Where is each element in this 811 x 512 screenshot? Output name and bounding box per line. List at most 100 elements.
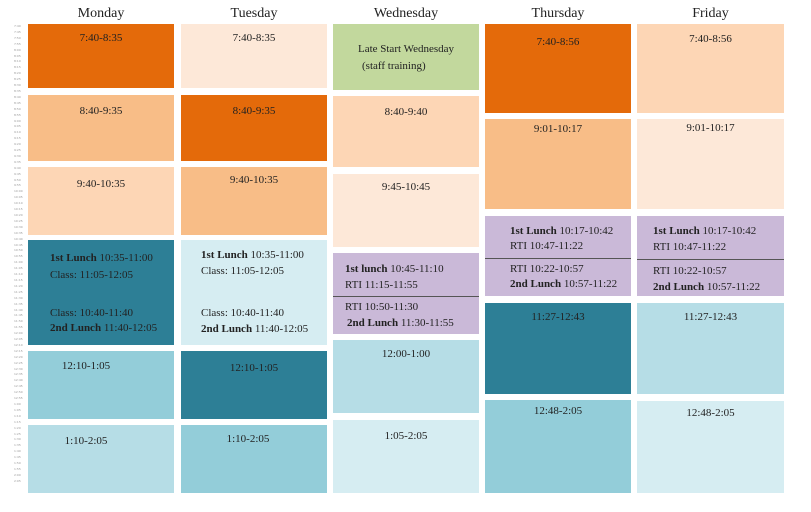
second-lunch: 2nd Lunch 10:57-11:22	[510, 278, 631, 290]
ruler-tick: 8:40	[14, 94, 21, 99]
tuesday-period-2: 8:40-9:35	[181, 95, 327, 161]
ruler-tick: 1:30	[14, 437, 21, 442]
second-lunch-time: 10:57-11:22	[563, 278, 618, 290]
ruler-tick: 11:40	[14, 307, 23, 312]
ruler-tick: 7:55	[14, 41, 21, 46]
period-time: 12:10-1:05	[229, 362, 279, 374]
ruler-tick: 11:20	[14, 283, 23, 288]
ruler-tick: 10:00	[14, 189, 23, 194]
second-lunch-label: 2nd Lunch	[50, 322, 102, 334]
ruler-tick: 9:15	[14, 136, 21, 141]
ruler-tick: 10:10	[14, 201, 23, 206]
period-time: 8:40-9:35	[79, 105, 123, 117]
wednesday-lunch-block: 1st lunch 10:45-11:10 RTI 11:15-11:55 RT…	[333, 253, 479, 334]
ruler-tick: 1:20	[14, 425, 21, 430]
ruler-tick: 1:35	[14, 443, 21, 448]
second-lunch-label: 2nd Lunch	[201, 323, 253, 335]
ruler-tick: 11:25	[14, 289, 23, 294]
first-rti: RTI 11:15-11:55	[345, 279, 418, 291]
ruler-tick: 1:00	[14, 402, 21, 406]
first-lunch-time: 10:17-10:42	[702, 225, 757, 237]
first-lunch-time: 10:45-11:10	[390, 263, 444, 275]
period-time: 9:45-10:45	[381, 181, 431, 193]
thursday-lunch-block: 1st Lunch 10:17-10:42 RTI 10:47-11:22 RT…	[485, 216, 631, 296]
ruler-tick: 1:10	[14, 413, 21, 418]
ruler-tick: 8:50	[14, 106, 21, 111]
ruler-tick: 8:45	[14, 100, 21, 105]
ruler-tick: 10:50	[14, 248, 23, 253]
time-ruler: 7:40 7:45 7:50 7:55 8:00 8:05 8:10 8:15 8:20 8:25…	[14, 24, 28, 494]
period-time: 1:10-2:05	[226, 433, 270, 445]
period-time: 8:40-9:35	[232, 105, 276, 117]
friday-lunch-block: 1st Lunch 10:17-10:42 RTI 10:47-11:22 RT…	[637, 216, 784, 296]
period-time: 12:48-2:05	[533, 405, 583, 417]
period-time: 9:40-10:35	[76, 178, 126, 190]
second-rti: RTI 10:22-10:57	[653, 265, 727, 277]
ruler-tick: 12:45	[14, 384, 23, 389]
lunch-divider	[333, 296, 479, 297]
ruler-tick: 9:10	[14, 130, 21, 135]
first-lunch-time: 10:17-10:42	[559, 225, 614, 237]
thursday-period-2: 9:01-10:17	[485, 119, 631, 209]
wednesday-period-3: 9:45-10:45	[333, 174, 479, 247]
ruler-tick: 2:00	[14, 472, 21, 477]
ruler-tick: 12:50	[14, 390, 23, 395]
ruler-tick: 11:15	[14, 277, 23, 282]
first-lunch-time: 10:35-11:00	[99, 252, 153, 264]
period-time: 9:40-10:35	[229, 174, 279, 186]
ruler-tick: 10:20	[14, 213, 23, 217]
ruler-tick: 11:35	[14, 301, 23, 306]
ruler-tick: 9:30	[14, 153, 21, 158]
ruler-tick: 8:10	[14, 59, 21, 64]
ruler-tick: 8:20	[14, 71, 21, 76]
second-lunch: 2nd Lunch 11:40-12:05	[201, 323, 327, 335]
ruler-tick: 1:15	[14, 419, 21, 424]
ruler-tick: 1:40	[14, 449, 21, 454]
first-rti: RTI 10:47-11:22	[510, 240, 584, 252]
period-time: 11:27-12:43	[531, 311, 585, 323]
friday-period-2: 9:01-10:17	[637, 119, 784, 209]
tuesday-period-1: 7:40-8:35	[181, 24, 327, 88]
ruler-tick: 10:05	[14, 195, 23, 200]
day-header-thursday: Thursday	[531, 6, 585, 21]
ruler-tick: 9:40	[14, 165, 21, 170]
second-class: Class: 10:40-11:40	[201, 307, 285, 319]
ruler-tick: 11:55	[14, 325, 23, 330]
ruler-tick: 9:25	[14, 148, 21, 153]
period-time: 7:40-8:35	[232, 32, 276, 44]
ruler-tick: 12:40	[14, 378, 23, 383]
ruler-tick: 10:30	[14, 224, 23, 229]
ruler-tick: 1:05	[14, 407, 21, 412]
first-rti: RTI 10:47-11:22	[653, 241, 727, 253]
ruler-tick: 1:50	[14, 461, 21, 466]
ruler-tick: 10:25	[14, 218, 23, 223]
second-class: Class: 10:40-11:40	[50, 307, 134, 319]
ruler-tick: 8:25	[14, 77, 21, 82]
friday-period-4: 11:27-12:43	[637, 303, 784, 394]
first-class: Class: 11:05-12:05	[50, 269, 134, 281]
second-lunch-time: 11:40-12:05	[254, 323, 309, 335]
second-lunch-time: 10:57-11:22	[706, 281, 761, 293]
ruler-tick: 10:45	[14, 242, 23, 247]
ruler-tick: 11:05	[14, 266, 23, 271]
tuesday-period-6: 1:10-2:05	[181, 425, 327, 493]
period-time: 9:01-10:17	[533, 123, 583, 135]
friday-period-5: 12:48-2:05	[637, 401, 784, 493]
ruler-tick: 12:35	[14, 372, 23, 377]
ruler-tick: 8:05	[14, 53, 21, 58]
ruler-tick: 9:55	[14, 183, 21, 188]
period-time: 12:10-1:05	[61, 360, 111, 372]
ruler-tick: 11:45	[14, 313, 23, 318]
ruler-tick: 7:45	[14, 29, 21, 34]
thursday-period-1: 7:40-8:56	[485, 24, 631, 113]
monday-period-6: 1:10-2:05	[28, 425, 174, 493]
first-lunch-label: 1st lunch	[345, 263, 388, 275]
day-header-monday: Monday	[77, 6, 125, 21]
ruler-tick: 12:00	[14, 331, 23, 336]
monday-period-3: 9:40-10:35	[28, 167, 174, 235]
second-rti: RTI 10:22-10:57	[510, 263, 584, 275]
ruler-tick: 7:50	[14, 35, 21, 40]
ruler-tick: 8:15	[14, 65, 21, 70]
first-lunch: 1st Lunch 10:35-11:00	[50, 252, 174, 264]
ruler-tick: 12:05	[14, 337, 23, 342]
